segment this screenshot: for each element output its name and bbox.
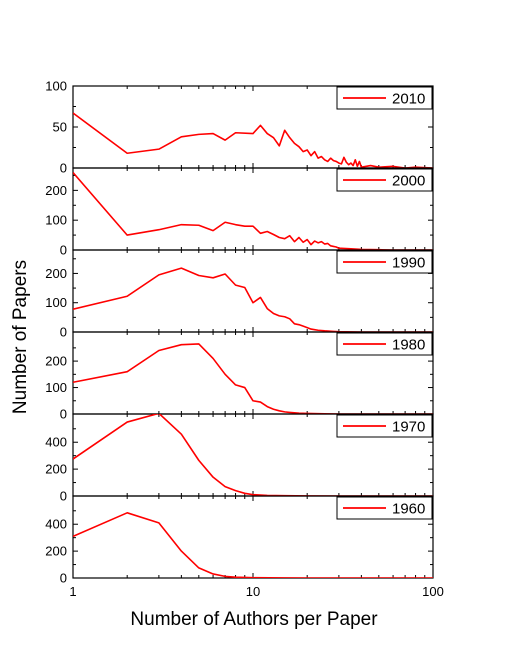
panel-1980: 0 100 200 1980 xyxy=(45,331,434,422)
series-line-2010 xyxy=(73,112,433,168)
y-tick-label: 400 xyxy=(45,435,67,450)
y-tick-label: 200 xyxy=(45,462,67,477)
y-tick-label: 200 xyxy=(45,544,67,559)
y-tick-label: 200 xyxy=(45,354,67,369)
legend-label: 1980 xyxy=(392,337,425,354)
y-tick-label: 100 xyxy=(45,295,67,310)
panel-2010: 0 50 100 2010 xyxy=(45,79,434,176)
x-tick-label: 10 xyxy=(246,584,260,599)
y-tick-label: 100 xyxy=(45,213,67,228)
y-tick-label: 0 xyxy=(60,489,67,504)
legend-label: 1990 xyxy=(392,255,425,272)
y-tick-label: 0 xyxy=(60,407,67,422)
legend-label: 1970 xyxy=(392,419,425,436)
y-tick-label: 100 xyxy=(45,380,67,395)
y-tick-label: 200 xyxy=(45,266,67,281)
y-tick-label: 400 xyxy=(45,517,67,532)
series-line-1960 xyxy=(73,511,433,578)
y-axis-title: Number of Papers xyxy=(10,260,31,414)
y-tick-label: 100 xyxy=(45,79,67,94)
y-tick-label: 0 xyxy=(60,161,67,176)
panel-1970: 0 200 400 1970 xyxy=(45,413,434,504)
y-tick-label: 200 xyxy=(45,183,67,198)
y-tick-label: 0 xyxy=(60,325,67,340)
chart-panels: 0501002010010020020000100200199001002001… xyxy=(45,79,444,600)
x-axis-title: Number of Authors per Paper xyxy=(130,609,378,630)
legend-label: 2000 xyxy=(392,173,425,190)
x-tick-label: 100 xyxy=(422,584,444,599)
y-tick-label: 50 xyxy=(53,120,67,135)
series-line-2000 xyxy=(73,171,433,250)
x-tick-label: 1 xyxy=(69,584,76,599)
panel-1990: 0 100 200 1990 xyxy=(45,249,434,340)
legend-label: 1960 xyxy=(392,501,425,518)
y-tick-label: 0 xyxy=(60,243,67,258)
panel-2000: 0 100 200 2000 xyxy=(45,167,434,258)
series-line-1980 xyxy=(73,343,433,414)
legend-label: 2010 xyxy=(392,91,425,108)
y-tick-label: 0 xyxy=(60,571,67,586)
panel-1960: 0 200 400 1960 1 10 100 xyxy=(45,495,444,599)
series-line-1990 xyxy=(73,267,433,332)
